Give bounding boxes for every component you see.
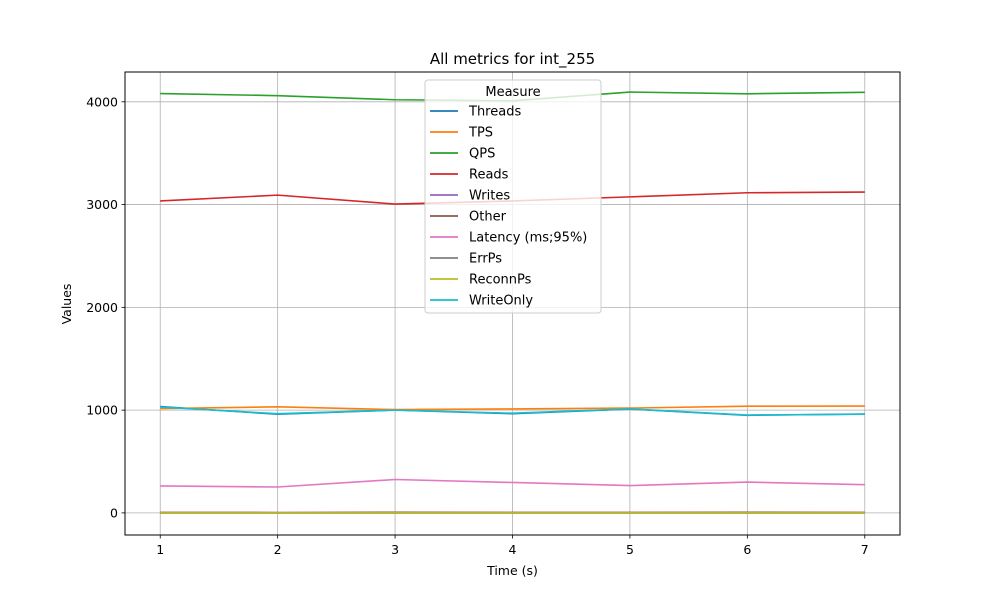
x-tick-label: 6	[743, 542, 751, 557]
series-line-writeonly	[160, 406, 865, 416]
legend-item-writeonly: WriteOnly	[430, 294, 533, 309]
legend-box	[424, 79, 602, 314]
axis-ticks: 1 2 3 4 5 6 7 0 1000 2000 3000 4000	[86, 94, 869, 557]
legend-label: Writes	[469, 189, 510, 204]
legend-item-reconnps: ReconnPs	[430, 273, 532, 288]
legend-item-other: Other	[430, 210, 507, 225]
x-tick-label: 3	[391, 542, 399, 557]
x-tick-label: 4	[509, 542, 517, 557]
legend-label: Threads	[468, 105, 521, 120]
y-tick-label: 2000	[86, 300, 118, 315]
legend-label: Other	[469, 210, 507, 225]
legend-item-errps: ErrPs	[430, 252, 502, 267]
legend-label: QPS	[469, 147, 495, 162]
legend-items: Threads TPS QPS Reads Writes Other Latency (ms…	[430, 105, 587, 309]
series-line-tps	[160, 405, 865, 411]
legend-label: ReconnPs	[469, 273, 532, 288]
legend-label: TPS	[468, 126, 493, 141]
legend: Measure Threads TPS QPS Reads Writes Other Lat…	[424, 79, 602, 314]
legend-label: Latency (ms;95%)	[469, 231, 587, 246]
legend-label: ErrPs	[469, 252, 502, 267]
legend-label: Reads	[469, 168, 509, 183]
legend-item-tps: TPS	[430, 126, 493, 141]
legend-item-threads: Threads	[430, 105, 521, 120]
x-tick-label: 7	[861, 542, 869, 557]
legend-item-reads: Reads	[430, 168, 509, 183]
y-tick-label: 3000	[86, 197, 118, 212]
legend-item-latency-ms-95: Latency (ms;95%)	[430, 231, 587, 246]
y-tick-label: 0	[110, 505, 118, 520]
y-tick-label: 1000	[86, 403, 118, 418]
x-tick-label: 2	[274, 542, 282, 557]
legend-item-qps: QPS	[430, 147, 495, 162]
legend-label: WriteOnly	[469, 294, 533, 309]
x-tick-label: 1	[156, 542, 164, 557]
legend-title: Measure	[485, 85, 540, 100]
y-axis-label: Values	[59, 284, 74, 325]
legend-item-writes: Writes	[430, 189, 510, 204]
series-line-latency-ms-95	[160, 478, 865, 488]
x-axis-label: Time (s)	[486, 563, 538, 578]
x-tick-label: 5	[626, 542, 634, 557]
y-tick-label: 4000	[86, 94, 118, 109]
chart-title: All metrics for int_255	[430, 50, 595, 69]
